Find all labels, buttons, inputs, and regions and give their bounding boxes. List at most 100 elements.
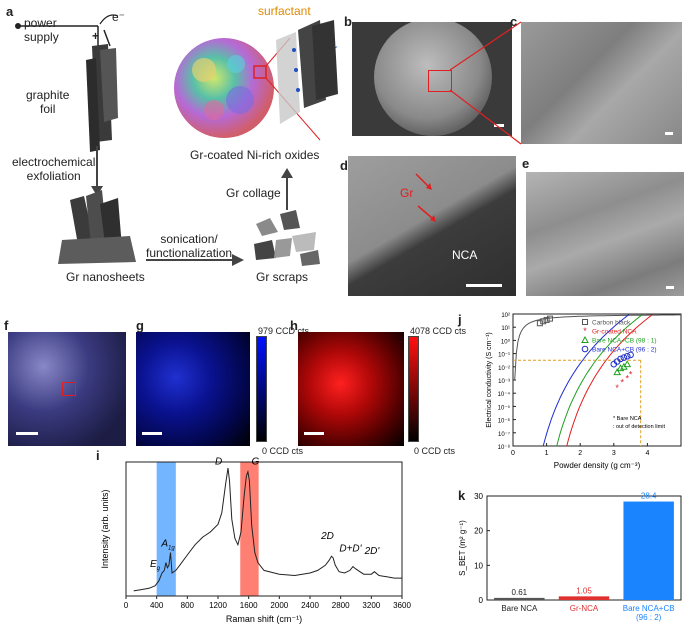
arrow-right-icon [146, 254, 244, 266]
plot-frame [125, 461, 403, 597]
y-tick-label: 10⁰ [501, 338, 511, 345]
nanosheets-icon [58, 190, 136, 264]
graphite-foil-label: graphite foil [26, 88, 70, 116]
arrow-up-icon [281, 168, 293, 210]
y-tick-label: 10⁻³ [498, 379, 510, 385]
panel-letter-f: f [4, 318, 9, 333]
scale-bar-h [304, 432, 324, 435]
fit-curve-1 [566, 314, 653, 447]
scale-bar-b [494, 124, 504, 127]
y-tick-label: 0 [479, 596, 484, 605]
x-tick-label: 1600 [240, 601, 258, 610]
fit-curve-3 [542, 314, 630, 447]
legend-marker [581, 335, 589, 343]
sem-image-c [521, 22, 682, 144]
colorbar-g [256, 336, 267, 442]
sem-image-b [352, 22, 512, 136]
raman-band-0 [156, 462, 176, 596]
x-axis-label: Raman shift (cm⁻¹) [226, 614, 302, 624]
x-tick-label: 0 [124, 601, 129, 610]
legend-label: Bare NCA+CB (98 : 1) [592, 338, 656, 345]
scraps-label: Gr scraps [256, 270, 309, 284]
note-text: : out of detection limit [613, 424, 665, 430]
y-tick-label: 10⁻⁶ [498, 418, 511, 425]
y-axis-label: Electrical conductivity (S cm⁻¹) [486, 332, 493, 428]
x-tick-label: 800 [181, 601, 195, 610]
y-axis-label: Intensity (arb. units) [100, 489, 110, 568]
y-tick-label: 30 [474, 492, 483, 501]
fit-curve-2 [556, 314, 643, 447]
colorbar-g-min: 0 CCD cts [262, 446, 304, 456]
legend-label: Bare NCA+CB (96 : 2) [592, 347, 656, 354]
scraps-icon [254, 210, 320, 266]
legend-marker [582, 319, 588, 325]
data-point [613, 368, 622, 376]
y-tick-label: 10² [501, 313, 510, 319]
y-tick-label: 10⁻⁸ [498, 444, 511, 451]
x-tick-label: 2800 [332, 601, 350, 610]
sonication-label: sonication/ functionalization [146, 232, 233, 260]
scale-bar-f [16, 432, 38, 435]
data-point: * [620, 378, 624, 388]
peak-label: D+D' [339, 544, 362, 555]
panel-letter-a: a [6, 4, 14, 19]
x-tick-label: 3600 [393, 601, 411, 610]
y-tick-label: 10⁻⁴ [498, 391, 511, 398]
panel-a-illustration [15, 14, 338, 266]
x-tick-label: 2000 [270, 601, 288, 610]
colorbar-h-min: 0 CCD cts [414, 446, 456, 456]
y-tick-label: 10⁻² [498, 366, 510, 372]
chart-bet: 0 10 20 30 S_BET (m² g⁻¹) 0.61 Bare NCA 1.05 Gr-… [458, 492, 682, 622]
peak-label: G [252, 457, 260, 468]
x-tick-label: 4 [645, 450, 649, 457]
map-area-box [62, 382, 76, 396]
panel-letter-b: b [344, 14, 352, 29]
x-tick-label: 0 [511, 450, 515, 457]
y-tick-label: 10¹ [501, 326, 510, 332]
coated-label: Gr-coated Ni-rich oxides [190, 148, 320, 162]
surfactant-label: surfactant [258, 4, 311, 18]
x-tick-label: 1 [545, 450, 549, 457]
panel-letter-e: e [522, 156, 530, 171]
data-point [536, 320, 543, 327]
bar-value-label: 0.61 [512, 588, 528, 597]
data-point: * [629, 370, 633, 380]
y-axis-label: S_BET (m² g⁻¹) [458, 520, 467, 576]
arrow-down-icon [91, 146, 103, 196]
data-point: * [615, 383, 619, 393]
colorbar-h-max: 4078 CCD cts [410, 326, 467, 336]
legend-label: Carbon black [592, 320, 631, 327]
bar [558, 596, 610, 600]
raman-band-1 [240, 462, 259, 596]
electron-label: e⁻ [112, 10, 126, 24]
y-tick-label: 10⁻¹ [498, 353, 510, 359]
legend-marker [581, 345, 589, 353]
x-axis-label: Powder density (g cm⁻³) [554, 461, 641, 470]
plus-label: + [92, 29, 100, 43]
panel-letter-c: c [510, 14, 518, 29]
category-label: Bare NCA+CB [623, 604, 675, 613]
nanosheets-label: Gr nanosheets [66, 270, 145, 284]
panel-letter-h: h [290, 318, 298, 333]
bar-value-label: 1.05 [576, 586, 592, 595]
graphite-foil-icon [86, 44, 118, 152]
data-point [617, 355, 624, 363]
raman-spectrum-line [133, 467, 402, 592]
coated-particle-icon [174, 20, 338, 141]
nca-label-d: NCA [452, 248, 478, 262]
x-tick-label: 2400 [301, 601, 319, 610]
data-point [540, 318, 547, 325]
gr-arrows [415, 173, 436, 222]
tem-image-d: Gr NCA [348, 156, 516, 296]
peak-label: D [215, 457, 222, 468]
data-point [546, 315, 553, 322]
panel-letter-d: d [340, 158, 348, 173]
bar-value-label: 28.4 [641, 492, 657, 501]
colorbar-g-max: 979 CCD cts [258, 326, 310, 336]
scale-bar-c [665, 132, 673, 135]
bar [494, 597, 545, 600]
scale-bar-g [142, 432, 162, 435]
y-tick-label: 10⁻⁵ [498, 404, 511, 411]
y-tick-label: 10 [474, 561, 483, 570]
category-label: Gr-NCA [570, 604, 599, 613]
